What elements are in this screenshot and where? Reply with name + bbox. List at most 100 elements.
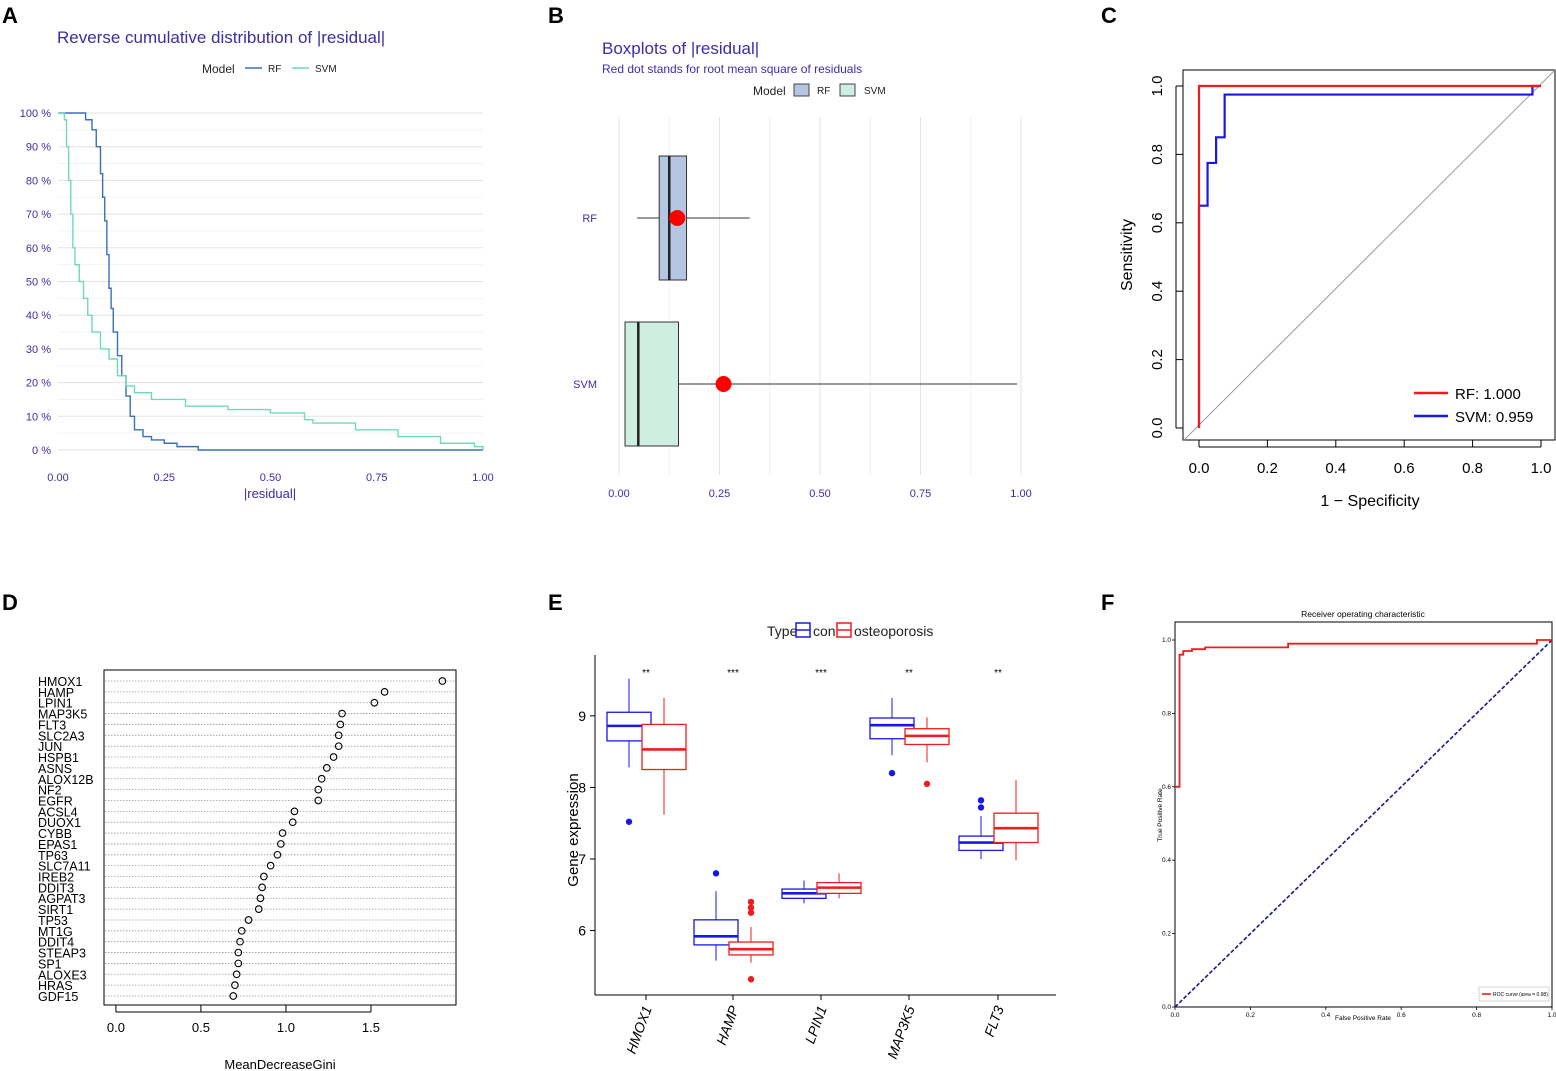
chart-a-title: Reverse cumulative distribution of |resi… (57, 28, 385, 47)
chart-a-y-tick-label: 60 % (26, 243, 51, 255)
chart-d-gene-label: HSPB1 (38, 751, 79, 765)
chart-f-series-chance (1174, 639, 1553, 1008)
chart-a-y-tick-label: 100 % (20, 108, 51, 120)
chart-e-significance-lpin1: *** (815, 668, 827, 679)
chart-c-y-tick-label: 1.0 (1149, 76, 1166, 97)
chart-d-point (338, 709, 346, 718)
chart-f-x-tick-label: 1.0 (1547, 1012, 1556, 1019)
chart-f-title: Receiver operating characteristic (1301, 609, 1426, 619)
chart-b-x-tick-label: 0.50 (809, 488, 830, 500)
chart-b-y-label-rf: RF (582, 213, 597, 225)
chart-d-x-tick-label: 0.5 (192, 1020, 210, 1035)
chart-e-x-tick-label-hmox1: HMOX1 (623, 1004, 655, 1056)
chart-e-y-tick-label: 7 (578, 851, 586, 867)
chart-d-point (380, 688, 389, 696)
chart-d-gene-label: TP63 (38, 849, 68, 863)
chart-a-series-svm (58, 112, 484, 450)
chart-d-x-tick-label: 1.0 (277, 1020, 295, 1035)
chart-d-gene-label: EPAS1 (38, 838, 77, 852)
chart-e-y-axis-label: Gene expression (565, 773, 582, 886)
chart-c-x-tick-label: 0.2 (1257, 460, 1278, 477)
chart-c-series-rf (1197, 84, 1541, 428)
chart-b-x-tick-label: 1.00 (1010, 488, 1031, 500)
chart-c-diagonal (1182, 69, 1556, 442)
chart-f-y-tick-label: 0.8 (1162, 710, 1171, 717)
chart-c-y-tick-label: 0.0 (1149, 418, 1166, 439)
chart-c-y-tick-label: 0.8 (1149, 144, 1166, 165)
chart-d-gene-label: SIRT1 (38, 903, 73, 917)
chart-d-gene-label: SLC7A11 (38, 860, 91, 874)
chart-d-point (266, 861, 275, 870)
chart-a-legend-label-rf: RF (268, 64, 281, 75)
chart-f-y-tick-label: 0.6 (1162, 784, 1171, 791)
chart-d-point (254, 905, 263, 913)
chart-a-y-tick-label: 0 % (32, 445, 51, 457)
chart-f-legend-box (1478, 986, 1550, 1002)
chart-c-series-svm (1197, 84, 1541, 428)
chart-d-point (329, 753, 338, 761)
chart-d-gene-label: CYBB (38, 827, 72, 841)
chart-d-point (273, 850, 282, 859)
chart-a-legend-title: Model (202, 62, 235, 76)
chart-c-frame (1182, 69, 1556, 441)
chart-f-x-tick-label: 0.0 (1170, 1012, 1179, 1019)
chart-e-y-tick-label: 6 (578, 923, 586, 939)
chart-c-y-axis-label: Sensitivity (1119, 219, 1136, 291)
chart-b-x-tick-label: 0.00 (608, 488, 629, 500)
chart-d-point (278, 829, 287, 837)
chart-d-gene-label: SP1 (38, 957, 62, 971)
chart-f-y-axis-label: True Positive Rate (1157, 788, 1164, 842)
chart-d-gene-label: ALOX12B (38, 773, 94, 787)
chart-f-x-tick-label: 0.8 (1472, 1012, 1481, 1019)
chart-e-y-tick-label: 8 (578, 779, 586, 795)
chart-d-gene-label: DUOX1 (38, 816, 81, 830)
chart-b-rms-dot-svm (715, 376, 732, 392)
panel-label-d: D (2, 590, 18, 615)
chart-c-legend-label-svm: SVM: 0.959 (1455, 409, 1533, 426)
chart-e-outlier-con-flt3 (977, 797, 985, 804)
chart-e-legend-title: Type (767, 623, 798, 639)
chart-f-x-tick-label: 0.6 (1397, 1012, 1406, 1019)
chart-d-x-tick-label: 1.5 (362, 1020, 380, 1035)
chart-c-x-axis-label: 1 − Specificity (1320, 493, 1419, 510)
chart-b-legend-label-svm: SVM (864, 86, 886, 97)
chart-d-gene-label: DDIT4 (38, 936, 74, 950)
chart-e-outlier-con-hmox1 (625, 818, 633, 825)
chart-e-x-tick-label-lpin1: LPIN1 (801, 1004, 829, 1046)
chart-f-x-tick-label: 0.2 (1246, 1012, 1255, 1019)
chart-d-gene-label: SLC2A3 (38, 729, 85, 743)
chart-f-legend-label: ROC curve (area = 0.98) (1493, 992, 1548, 998)
chart-a-y-tick-label: 50 % (26, 277, 51, 289)
chart-d-gene-label: MAP3K5 (38, 708, 87, 722)
chart-b-legend-label-rf: RF (817, 86, 830, 97)
chart-d-point (288, 818, 297, 827)
chart-c-y-tick-label: 0.2 (1149, 349, 1166, 370)
chart-e-outlier-osteoporosis-hamp (747, 909, 755, 916)
chart-d-gene-label: TP53 (38, 914, 68, 928)
chart-d-gene-label: STEAP3 (38, 947, 86, 961)
chart-d-gene-label: ALOXE3 (38, 968, 87, 982)
chart-b-subtitle: Red dot stands for root mean square of r… (602, 62, 862, 76)
chart-e-y-tick-label: 9 (578, 708, 586, 724)
chart-d-gene-label: EGFR (38, 794, 73, 808)
chart-f-y-tick-label: 0.0 (1162, 1004, 1171, 1011)
chart-e-x-tick-label-flt3: FLT3 (981, 1003, 1007, 1038)
chart-e-significance-hmox1: ** (642, 668, 650, 679)
chart-d-gene-label: ASNS (38, 762, 72, 776)
chart-e-outlier-con-map3k5 (888, 769, 896, 777)
chart-d-point (277, 840, 285, 848)
chart-d-point (234, 948, 243, 957)
chart-d-gene-label: ACSL4 (38, 805, 78, 819)
chart-e-legend-label-osteoporosis: osteoporosis (854, 623, 933, 639)
chart-d-gene-label: MT1G (38, 925, 73, 939)
chart-d-point (334, 742, 343, 751)
chart-e-x-tick-label-map3k5: MAP3K5 (884, 1003, 918, 1061)
chart-a-series-rf (58, 112, 483, 451)
chart-a-y-tick-label: 40 % (26, 310, 51, 322)
chart-c-legend-label-rf: RF: 1.000 (1455, 386, 1521, 403)
chart-d-point (236, 937, 244, 946)
chart-d-x-axis-label: MeanDecreaseGini (224, 1057, 335, 1071)
chart-f-x-tick-label: 0.4 (1321, 1012, 1330, 1019)
chart-d-x-tick-label: 0.0 (107, 1020, 125, 1035)
panel-label-c: C (1101, 3, 1117, 28)
